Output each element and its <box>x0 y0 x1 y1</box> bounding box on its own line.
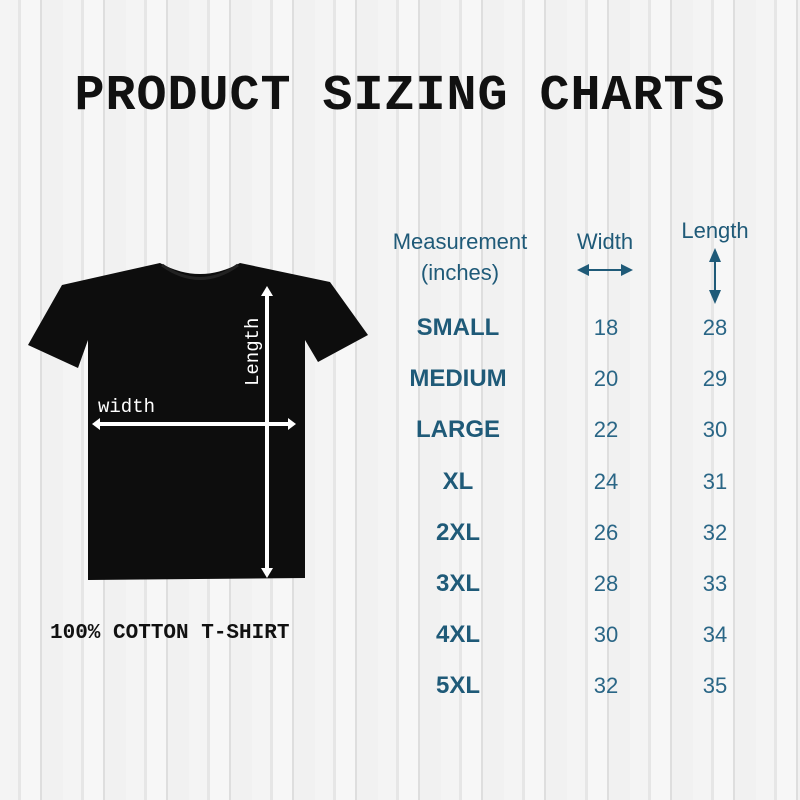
length-header: Length <box>665 215 765 314</box>
width-value: 22 <box>593 417 619 443</box>
length-label: Length <box>242 318 264 386</box>
size-label: 4XL <box>435 621 481 649</box>
size-label: 5XL <box>435 672 481 700</box>
size-label: XL <box>442 467 474 495</box>
length-header-label: Length <box>681 218 749 243</box>
width-value: 30 <box>593 622 619 648</box>
size-label: LARGE <box>416 416 500 444</box>
width-value: 26 <box>593 519 619 545</box>
width-value: 32 <box>593 673 619 699</box>
tshirt-collar <box>161 263 239 280</box>
width-header: Width <box>555 226 655 288</box>
size-label: 2XL <box>435 518 481 546</box>
width-value: 28 <box>593 571 619 596</box>
units-label: (inches) <box>420 260 500 285</box>
measurement-label: Measurement <box>392 229 528 254</box>
length-arrow <box>261 286 273 578</box>
vertical-arrow-icon <box>709 248 721 304</box>
page-title: PRODUCT SIZING CHARTS <box>74 68 726 125</box>
length-value: 33 <box>702 571 728 596</box>
width-value: 24 <box>593 468 619 494</box>
length-value: 28 <box>702 315 728 340</box>
width-arrow <box>92 418 296 430</box>
measurement-header: Measurement (inches) <box>375 226 545 288</box>
tshirt-image <box>28 263 368 580</box>
length-value: 31 <box>702 468 728 494</box>
width-header-label: Width <box>576 229 634 254</box>
horizontal-arrow-icon <box>577 264 633 276</box>
shirt-caption: 100% COTTON T-SHIRT <box>50 622 290 645</box>
length-value: 35 <box>702 673 728 699</box>
length-value: 30 <box>702 417 728 443</box>
length-value: 29 <box>702 366 728 392</box>
length-value: 32 <box>702 519 728 545</box>
width-label: width <box>98 396 155 418</box>
size-label: 3XL <box>435 570 481 597</box>
length-value: 34 <box>702 622 728 648</box>
size-label: SMALL <box>416 314 500 341</box>
size-label: MEDIUM <box>409 365 507 393</box>
width-value: 20 <box>593 366 619 392</box>
width-value: 18 <box>593 315 619 340</box>
